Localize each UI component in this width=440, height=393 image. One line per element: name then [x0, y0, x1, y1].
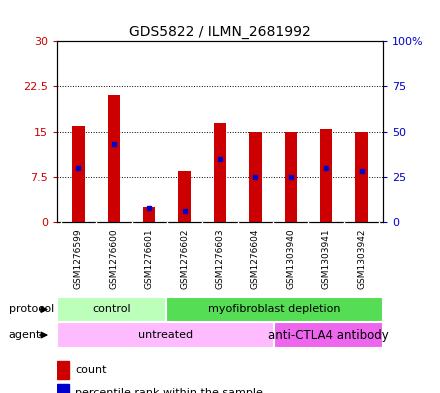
Text: GSM1276600: GSM1276600	[109, 228, 118, 288]
Bar	[274, 322, 383, 348]
Bar	[178, 171, 191, 222]
Text: anti-CTLA4 antibody: anti-CTLA4 antibody	[268, 329, 389, 342]
Text: protocol: protocol	[9, 305, 54, 314]
Bar	[356, 132, 368, 222]
Text: GSM1303941: GSM1303941	[322, 228, 331, 288]
Text: control: control	[92, 305, 131, 314]
Text: GSM1276599: GSM1276599	[74, 228, 83, 288]
Text: GSM1276601: GSM1276601	[145, 228, 154, 288]
Text: myofibroblast depletion: myofibroblast depletion	[208, 305, 341, 314]
Bar	[57, 361, 69, 379]
Bar	[57, 297, 166, 322]
Bar	[108, 95, 120, 222]
Bar	[72, 126, 84, 222]
Text: GSM1303942: GSM1303942	[357, 228, 366, 288]
Bar	[166, 297, 383, 322]
Text: agent: agent	[9, 330, 41, 340]
Text: GSM1276604: GSM1276604	[251, 228, 260, 288]
Bar	[143, 207, 155, 222]
Text: percentile rank within the sample: percentile rank within the sample	[75, 388, 263, 393]
Bar	[285, 132, 297, 222]
Bar	[57, 322, 274, 348]
Title: GDS5822 / ILMN_2681992: GDS5822 / ILMN_2681992	[129, 25, 311, 39]
Bar	[214, 123, 226, 222]
Text: GSM1303940: GSM1303940	[286, 228, 295, 288]
Bar	[249, 132, 262, 222]
Text: GSM1276603: GSM1276603	[216, 228, 224, 288]
Bar	[320, 129, 332, 222]
Text: GSM1276602: GSM1276602	[180, 228, 189, 288]
Text: count: count	[75, 365, 106, 375]
Text: untreated: untreated	[138, 330, 193, 340]
Bar	[57, 384, 69, 393]
